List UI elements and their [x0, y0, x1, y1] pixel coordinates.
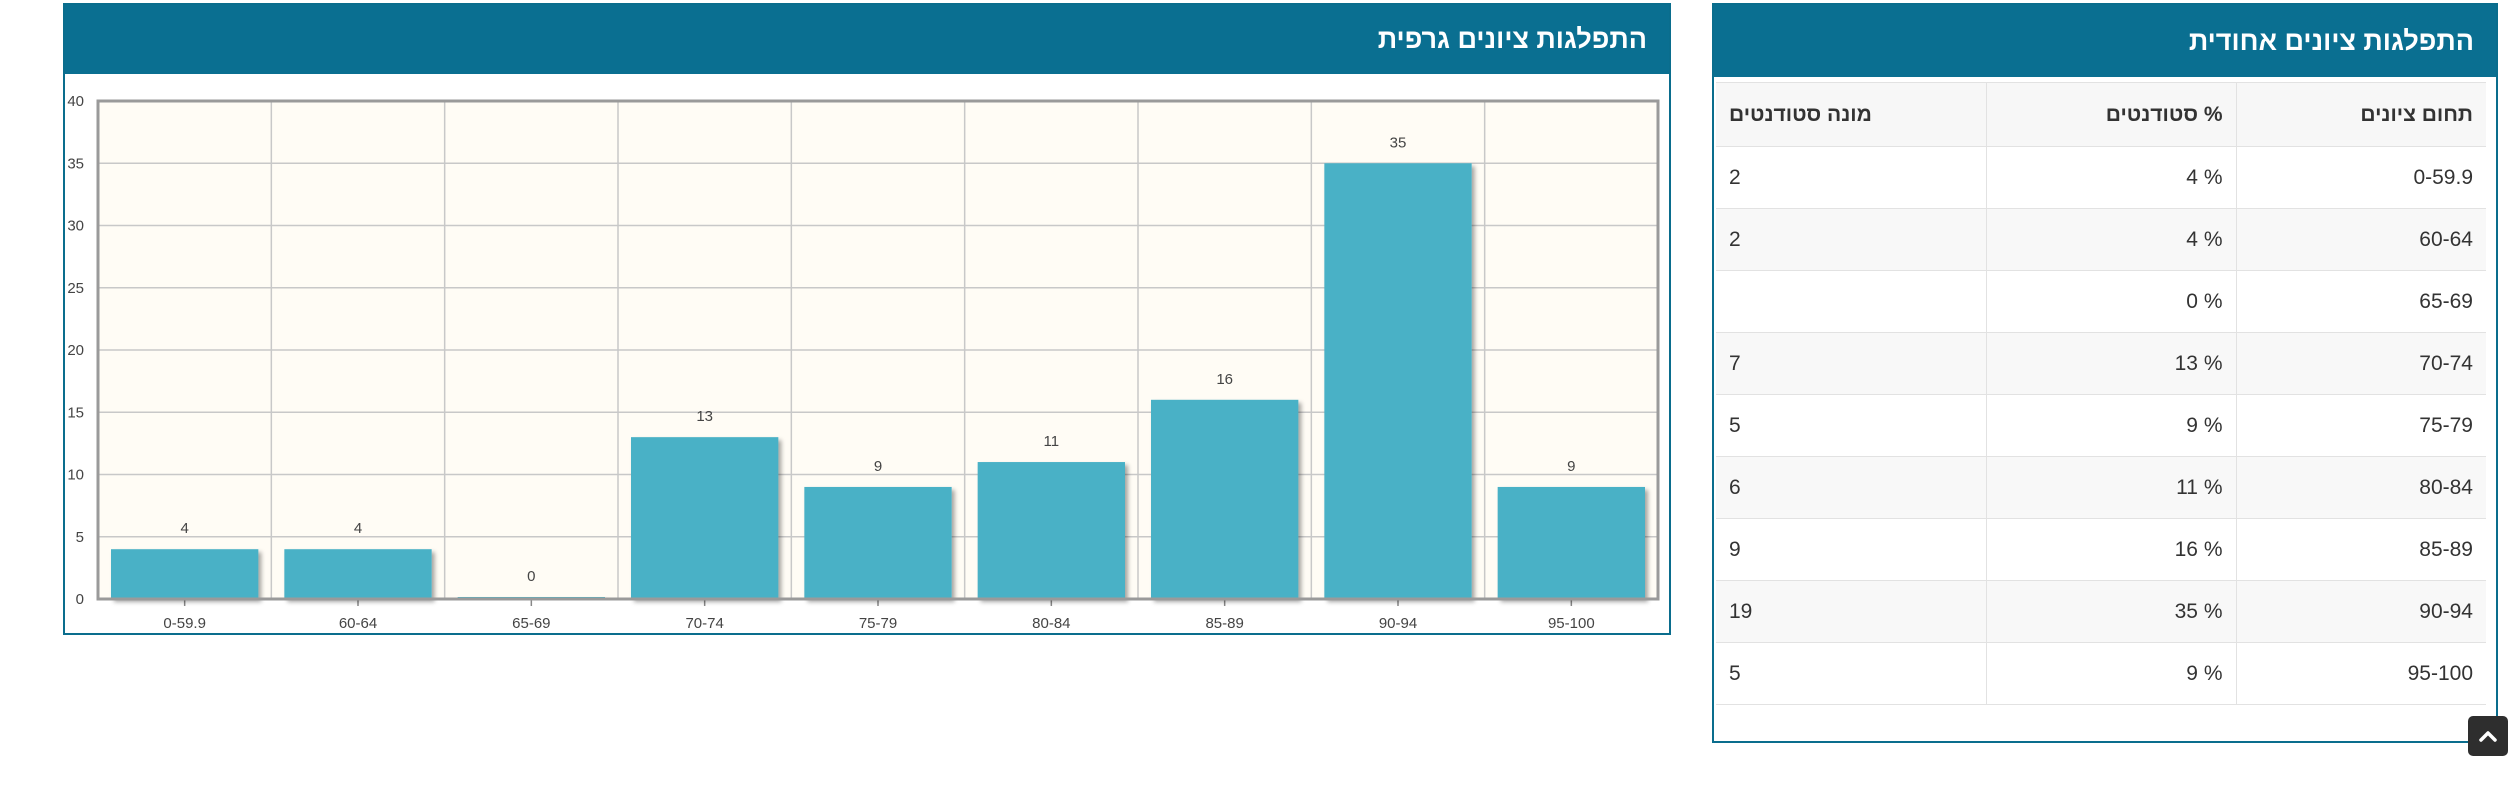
bar: [111, 549, 259, 599]
table-row: 90-94% 35 19: [1716, 580, 2486, 643]
x-tick-label: 95-100: [1548, 615, 1595, 632]
grade-distribution-table: תחום ציונים % סטודנטים מונה סטודנטים 0-5…: [1716, 82, 2486, 705]
cell-percent: % 16: [1985, 518, 2236, 581]
cell-count: [1716, 270, 1986, 333]
data-label: 35: [1390, 134, 1407, 151]
cell-percent: % 9: [1985, 394, 2236, 457]
table-row: 65-69% 0: [1716, 270, 2486, 333]
cell-range: 65-69: [2235, 270, 2486, 333]
data-label: 9: [1567, 458, 1575, 475]
scroll-to-top-button[interactable]: [2468, 716, 2508, 756]
column-header-count: מונה סטודנטים: [1716, 82, 1986, 147]
x-tick-label: 60-64: [339, 615, 377, 632]
cell-range: 95-100: [2235, 642, 2486, 705]
cell-count: 19: [1716, 580, 1986, 643]
bar: [284, 549, 432, 599]
cell-range: 90-94: [2235, 580, 2486, 643]
chevron-up-icon: [2479, 731, 2497, 742]
bar: [1497, 486, 1645, 599]
cell-percent: % 4: [1985, 146, 2236, 209]
x-tick-label: 65-69: [512, 615, 550, 632]
table-panel-title: התפלגות ציונים אחודית: [1714, 5, 2496, 77]
x-tick-label: 90-94: [1379, 615, 1417, 632]
y-tick-label: 5: [76, 529, 84, 546]
cell-count: 6: [1716, 456, 1986, 519]
bar: [1324, 163, 1472, 599]
bar: [1151, 399, 1299, 599]
table-panel: התפלגות ציונים אחודית תחום ציונים % סטוד…: [1712, 3, 2498, 743]
x-tick-label: 70-74: [685, 615, 723, 632]
cell-range: 70-74: [2235, 332, 2486, 395]
cell-percent: % 11: [1985, 456, 2236, 519]
cell-range: 85-89: [2235, 518, 2486, 581]
table-row: 85-89% 16 9: [1716, 518, 2486, 581]
bar: [977, 462, 1125, 599]
y-tick-label: 40: [67, 93, 84, 110]
cell-percent: % 35: [1985, 580, 2236, 643]
cell-percent: % 4: [1985, 208, 2236, 271]
column-header-percent: % סטודנטים: [1985, 82, 2236, 147]
y-tick-label: 15: [67, 404, 84, 421]
data-label: 9: [874, 458, 882, 475]
cell-percent: % 0: [1985, 270, 2236, 333]
table-row: 70-74% 13 7: [1716, 332, 2486, 395]
x-tick-label: 80-84: [1032, 615, 1070, 632]
x-tick-label: 75-79: [859, 615, 897, 632]
data-label: 11: [1044, 433, 1060, 450]
y-tick-label: 35: [67, 155, 84, 172]
table-row: 80-84% 11 6: [1716, 456, 2486, 519]
data-label: 4: [354, 520, 362, 537]
cell-count: 9: [1716, 518, 1986, 581]
y-tick-label: 25: [67, 280, 84, 297]
data-label: 13: [696, 408, 713, 425]
cell-percent: % 9: [1985, 642, 2236, 705]
cell-range: 75-79: [2235, 394, 2486, 457]
data-label: 0: [527, 568, 535, 585]
cell-count: 2: [1716, 208, 1986, 271]
y-tick-label: 30: [67, 218, 84, 235]
cell-range: 80-84: [2235, 456, 2486, 519]
cell-percent: % 13: [1985, 332, 2236, 395]
data-label: 4: [180, 520, 188, 537]
cell-count: 2: [1716, 146, 1986, 209]
chart-panel-title: התפלגות ציונים גרפית: [65, 5, 1669, 74]
chart-panel: התפלגות ציונים גרפית 0 5 10 15 20 25 30 35 40 0-5…: [63, 3, 1671, 635]
x-tick-label: 85-89: [1205, 615, 1243, 632]
cell-range: 0-59.9: [2235, 146, 2486, 209]
cell-range: 60-64: [2235, 208, 2486, 271]
x-tick-label: 0-59.9: [163, 615, 206, 632]
cell-count: 5: [1716, 642, 1986, 705]
bar: [804, 486, 952, 599]
column-header-range: תחום ציונים: [2235, 82, 2486, 147]
y-tick-label: 0: [76, 591, 84, 608]
plot-border: [96, 99, 1660, 601]
y-tick-label: 10: [67, 467, 84, 484]
cell-count: 7: [1716, 332, 1986, 395]
table-header-row: תחום ציונים % סטודנטים מונה סטודנטים: [1716, 82, 2486, 147]
data-label: 16: [1216, 371, 1233, 388]
cell-count: 5: [1716, 394, 1986, 457]
y-tick-label: 20: [67, 342, 84, 359]
bar: [631, 437, 779, 599]
